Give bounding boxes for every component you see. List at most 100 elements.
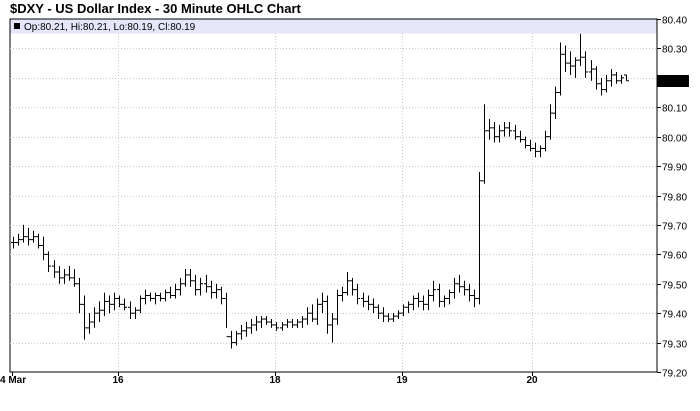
ohlc-bar xyxy=(92,307,97,328)
ohlc-bar xyxy=(122,298,127,311)
ohlc-bar xyxy=(502,121,507,137)
ohlc-bar xyxy=(452,277,457,299)
ohlc-bar xyxy=(594,66,599,90)
ohlc-bar xyxy=(330,313,335,343)
ohlc-bar xyxy=(219,286,224,305)
ohlc-bar xyxy=(406,301,411,314)
ohlc-bar xyxy=(583,51,588,78)
ohlc-bar xyxy=(396,310,401,320)
ohlc-bar xyxy=(538,145,543,158)
ohlc-bar xyxy=(26,227,31,246)
y-tick-label: 79.90 xyxy=(662,163,687,174)
ohlc-bar xyxy=(355,283,360,305)
ohlc-bar xyxy=(274,321,279,331)
ohlc-readout-bar xyxy=(10,19,657,34)
ohlc-bar xyxy=(77,277,82,314)
ohlc-bar xyxy=(426,289,431,311)
ohlc-bar xyxy=(102,292,107,317)
ohlc-bar xyxy=(244,321,249,337)
ohlc-bar xyxy=(381,307,386,322)
ohlc-bar xyxy=(46,251,51,272)
ohlc-bar xyxy=(320,292,325,314)
ohlc-bar xyxy=(604,74,609,93)
ohlc-bar xyxy=(280,321,285,331)
ohlc-bar xyxy=(67,266,72,281)
ohlc-bar xyxy=(72,269,77,287)
y-tick-label: 79.50 xyxy=(662,281,687,292)
ohlc-bar xyxy=(239,324,244,340)
ohlc-bar xyxy=(107,295,112,314)
ohlc-bar xyxy=(447,289,452,305)
ohlc-bar xyxy=(310,304,315,322)
ohlc-bar xyxy=(36,233,41,249)
ohlc-bar xyxy=(533,142,538,158)
ohlc-bar xyxy=(183,269,188,287)
ohlc-bar xyxy=(214,283,219,299)
ohlc-bar xyxy=(578,33,583,67)
ohlc-bar xyxy=(153,292,158,305)
ohlc-bar xyxy=(249,319,254,334)
ohlc-bar xyxy=(614,71,619,84)
y-tick-label: 79.80 xyxy=(662,193,687,204)
y-tick-label: 80.30 xyxy=(662,45,687,56)
ohlc-bar xyxy=(315,298,320,325)
y-tick-label: 80.10 xyxy=(662,104,687,115)
x-tick-label: 20 xyxy=(526,375,538,386)
ohlc-bar xyxy=(340,286,345,302)
ohlc-bar xyxy=(457,274,462,293)
x-tick-label: 19 xyxy=(396,375,408,386)
ohlc-bar xyxy=(477,171,482,305)
ohlc-bar xyxy=(224,292,229,338)
ohlc-bar xyxy=(285,319,290,328)
ohlc-bar xyxy=(52,260,57,278)
ohlc-bar xyxy=(178,277,183,296)
ohlc-bar xyxy=(259,316,264,328)
ohlc-bar xyxy=(361,292,366,308)
ohlc-bar xyxy=(168,286,173,299)
ohlc-bar xyxy=(513,124,518,140)
ohlc-bar xyxy=(599,77,604,96)
ohlc-bar xyxy=(523,136,528,149)
ohlc-bar xyxy=(442,295,447,308)
ohlc-bar xyxy=(376,304,381,320)
x-tick-label: 16 xyxy=(112,375,124,386)
y-tick-label: 80.40 xyxy=(662,16,687,27)
ohlc-bar xyxy=(467,283,472,302)
ohlc-bar xyxy=(421,295,426,311)
ohlc-bar xyxy=(492,121,497,143)
ohlc-bar xyxy=(62,269,67,284)
ohlc-bar xyxy=(305,307,310,325)
ohlc-bar xyxy=(563,45,568,72)
ohlc-bar xyxy=(138,295,143,314)
y-tick-label: 79.60 xyxy=(662,251,687,262)
y-axis: 80.4080.3080.2080.1080.0079.9079.8079.70… xyxy=(657,16,687,380)
ohlc-bar xyxy=(487,119,492,140)
ohlc-bar xyxy=(371,298,376,314)
ohlc-bar xyxy=(16,233,21,246)
ohlc-bar xyxy=(345,271,350,296)
ohlc-bar xyxy=(335,289,340,325)
ohlc-bar xyxy=(401,304,406,317)
y-tick-label: 79.30 xyxy=(662,340,687,351)
ohlc-bar xyxy=(229,330,234,349)
ohlc-bar xyxy=(437,283,442,308)
grid-lines xyxy=(10,33,657,372)
plot-area xyxy=(9,18,658,373)
ohlc-bar xyxy=(143,289,148,305)
ohlc-bar xyxy=(193,274,198,296)
ohlc-bar xyxy=(350,277,355,296)
ohlc-bar xyxy=(148,292,153,302)
ohlc-bar xyxy=(188,269,193,287)
ohlc-bar xyxy=(482,104,487,184)
ohlc-bar xyxy=(112,292,117,311)
ohlc-marker-icon xyxy=(14,23,20,29)
ohlc-bar xyxy=(117,295,122,308)
ohlc-bar xyxy=(472,289,477,308)
ohlc-bar xyxy=(568,51,573,75)
ohlc-bar xyxy=(21,224,26,243)
ohlc-bar xyxy=(431,280,436,302)
ohlc-bar xyxy=(11,236,16,249)
ohlc-bar xyxy=(82,295,87,340)
ohlc-bar xyxy=(300,316,305,328)
